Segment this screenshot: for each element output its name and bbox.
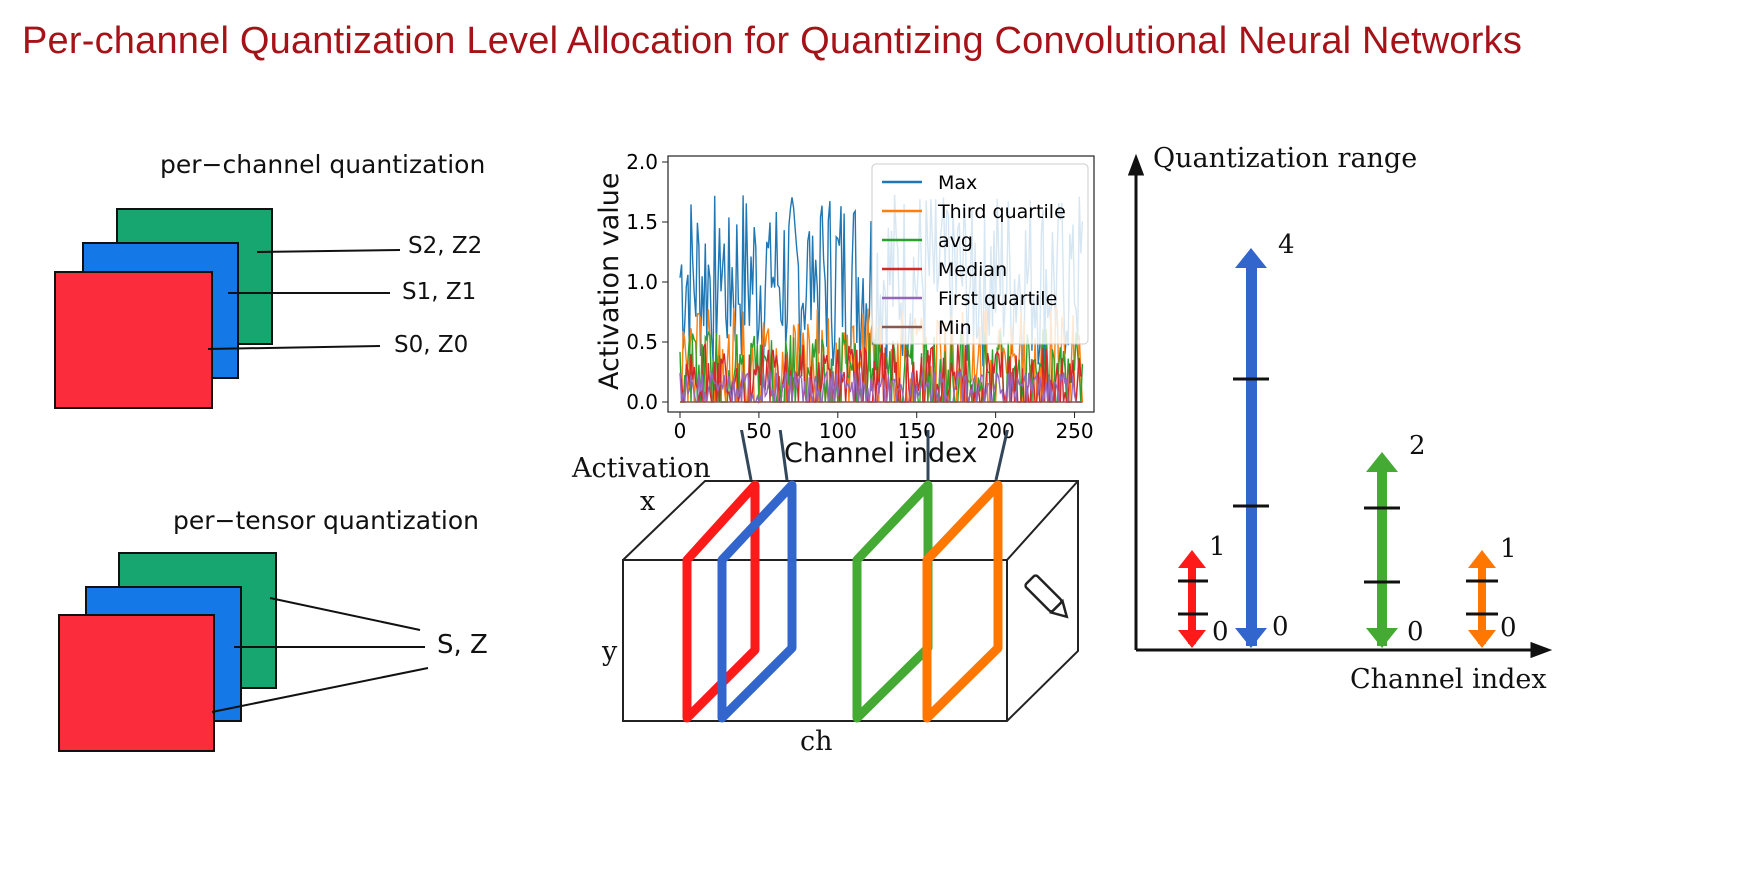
- chart-legend: Max Third quartile avg Median First quartile…: [871, 163, 1089, 345]
- slide-title: Per-channel Quantization Level Allocatio…: [22, 20, 1523, 62]
- legend-label: First quartile: [938, 288, 1057, 310]
- param-s0-z0: S0, Z0: [394, 332, 469, 358]
- leader-line-2: [256, 249, 401, 253]
- cube-axis-ch: ch: [800, 726, 833, 757]
- red-range-arrow: [1178, 550, 1206, 648]
- leader-line-0: [207, 345, 381, 350]
- y-tick-label: 1.0: [626, 270, 658, 294]
- range-x-axis-label: Channel index: [1350, 664, 1547, 695]
- range-chart-svg: [1127, 153, 1553, 659]
- y-tick-label: 0.5: [626, 330, 658, 354]
- legend-label: Max: [938, 172, 977, 194]
- slice-arrows: [739, 430, 1009, 481]
- range-y-axis-label: Quantization range: [1153, 143, 1418, 174]
- cube-axis-x: x: [640, 486, 656, 517]
- activation-cube-svg: [622, 430, 1079, 723]
- orange-bottom-label: 0: [1500, 613, 1517, 643]
- y-tick-label: 1.5: [626, 210, 658, 234]
- blue-top-label: 4: [1278, 230, 1295, 260]
- pencil-icon: [1024, 574, 1069, 619]
- green-top-label: 2: [1409, 431, 1426, 461]
- red-bottom-label: 0: [1212, 617, 1229, 647]
- green-slice: [852, 480, 933, 723]
- y-tick-label: 2.0: [626, 150, 658, 174]
- per-channel-layers: [54, 208, 429, 752]
- activation-label: Activation: [572, 453, 711, 484]
- series-line-first-quartile: [679, 370, 1083, 405]
- param-s-z: S, Z: [437, 630, 488, 660]
- orange-range-arrow: [1468, 550, 1496, 648]
- chart-y-axis-label: Activation value: [594, 172, 625, 390]
- param-s2-z2: S2, Z2: [408, 233, 483, 259]
- blue-bottom-label: 0: [1272, 612, 1289, 642]
- tensor-red-square: [58, 614, 215, 752]
- legend-label: avg: [938, 230, 973, 252]
- per-channel-label: per−channel quantization: [160, 150, 486, 179]
- tensor-leader-bottom: [211, 667, 429, 713]
- legend-label: Min: [938, 317, 972, 339]
- channel-slices: [682, 480, 1003, 723]
- range-axes: [1127, 153, 1553, 659]
- cube-edges: [622, 480, 1079, 722]
- x-tick-label: 250: [1055, 419, 1093, 443]
- legend-label: Median: [938, 259, 1007, 281]
- green-range-arrow: [1366, 452, 1398, 648]
- chart-frame: [667, 155, 1095, 413]
- x-tick-label: 50: [746, 419, 771, 443]
- channel-0-square: [54, 271, 213, 409]
- red-slice: [682, 480, 760, 723]
- legend-label: Third quartile: [937, 201, 1066, 223]
- y-tick-label: 0.0: [626, 390, 658, 414]
- blue-slice: [717, 480, 797, 723]
- x-tick-label: 0: [674, 419, 687, 443]
- green-bottom-label: 0: [1407, 617, 1424, 647]
- per-tensor-label: per−tensor quantization: [173, 506, 480, 535]
- orange-slice: [922, 480, 1003, 723]
- red-top-label: 1: [1209, 532, 1226, 562]
- tensor-leader-top: [269, 597, 421, 631]
- orange-top-label: 1: [1500, 534, 1517, 564]
- cube-axis-y: y: [602, 636, 618, 667]
- blue-range-arrow: [1235, 248, 1267, 648]
- param-s1-z1: S1, Z1: [402, 279, 477, 305]
- chart-x-axis-label: Channel index: [784, 438, 978, 469]
- x-tick-label: 100: [819, 419, 857, 443]
- legend-box: [871, 163, 1089, 345]
